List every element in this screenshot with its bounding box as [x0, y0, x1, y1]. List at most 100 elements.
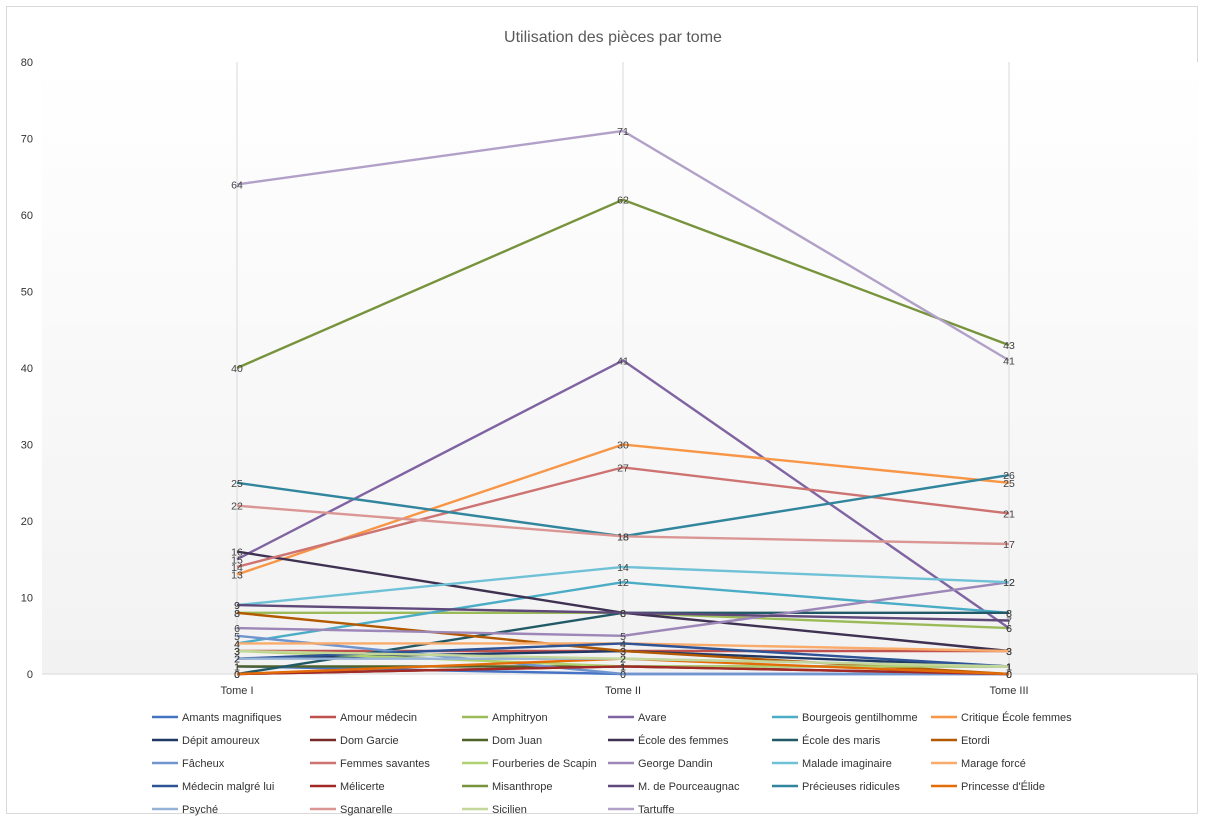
data-label: 3: [620, 646, 626, 658]
legend-item: Sicilien: [462, 804, 527, 816]
data-label: 1: [620, 661, 626, 673]
data-label: 18: [617, 531, 629, 543]
legend-label: Amants magnifiques: [182, 712, 282, 724]
y-tick-label: 70: [21, 134, 33, 146]
data-label: 2: [620, 654, 626, 666]
legend-item: Psyché: [152, 804, 218, 816]
data-label: 8: [620, 608, 626, 620]
series-line: [236, 443, 1010, 576]
legend-label: Sganarelle: [340, 804, 393, 816]
data-label: 4: [234, 638, 240, 650]
legend: Amants magnifiques Amour médecin Amphitryo…: [152, 711, 1072, 816]
data-label: 2: [234, 654, 240, 666]
data-label: 2: [234, 654, 240, 666]
legend-label: Femmes savantes: [340, 758, 430, 770]
legend-label: Avare: [638, 712, 667, 724]
y-tick-label: 80: [21, 57, 33, 69]
data-label: 0: [1006, 669, 1012, 681]
data-label: 25: [1003, 478, 1015, 490]
legend-label: Princesse d'Élide: [961, 780, 1045, 793]
data-label: 21: [1003, 508, 1015, 520]
chart-title: Utilisation des pièces par tome: [504, 29, 722, 46]
data-label: 8: [620, 608, 626, 620]
legend-item: Misanthrope: [462, 781, 553, 793]
data-label: 12: [617, 577, 629, 589]
data-label: 26: [1003, 470, 1015, 482]
y-axis: 0 10 20 30 40 50 60 70 80: [21, 57, 33, 681]
data-label: 1: [620, 661, 626, 673]
legend-label: Fourberies de Scapin: [492, 758, 597, 770]
y-tick-label: 40: [21, 363, 33, 375]
legend-item: Fâcheux: [152, 758, 225, 770]
y-tick-label: 0: [27, 669, 33, 681]
data-label: 43: [1003, 340, 1015, 352]
legend-label: Marage forcé: [961, 758, 1026, 770]
legend-item: Amants magnifiques: [152, 712, 282, 724]
data-label: 0: [620, 669, 626, 681]
legend-item: Avare: [608, 712, 667, 724]
legend-label: Etordi: [961, 735, 990, 747]
data-label: 2: [620, 654, 626, 666]
series-line: [236, 581, 1010, 637]
legend-label: George Dandin: [638, 758, 713, 770]
data-label: 1: [1006, 661, 1012, 673]
legend-item: Marage forcé: [931, 758, 1026, 770]
legend-label: Critique École femmes: [961, 711, 1072, 724]
legend-label: Bourgeois gentilhomme: [802, 712, 918, 724]
legend-label: École des maris: [802, 734, 881, 747]
legend-item: Dépit amoureux: [152, 735, 260, 747]
data-label: 4: [234, 638, 240, 650]
legend-item: Dom Juan: [462, 735, 542, 747]
data-label: 1: [1006, 661, 1012, 673]
plot-area: [42, 62, 1198, 674]
data-label: 0: [234, 669, 240, 681]
legend-label: M. de Pourceaugnac: [638, 781, 740, 793]
data-label: 0: [234, 669, 240, 681]
legend-item: Malade imaginaire: [772, 758, 892, 770]
legend-label: Tartuffe: [638, 804, 675, 816]
legend-item: Amphitryon: [462, 712, 548, 724]
legend-label: Amphitryon: [492, 712, 548, 724]
x-tick-label: Tome III: [989, 685, 1028, 697]
series-line: [236, 665, 1010, 676]
legend-item: Fourberies de Scapin: [462, 758, 597, 770]
series-line: [236, 129, 1010, 362]
data-label: 6: [1006, 623, 1012, 635]
data-label: 0: [234, 669, 240, 681]
legend-item: École des maris: [772, 734, 881, 747]
y-tick-label: 50: [21, 287, 33, 299]
legend-item: George Dandin: [608, 758, 713, 770]
legend-label: Médecin malgré lui: [182, 781, 274, 793]
series-line: [236, 581, 1010, 645]
data-label: 41: [617, 355, 629, 367]
data-label: 3: [1006, 646, 1012, 658]
series-line: [236, 359, 1010, 630]
data-label: 1: [1006, 661, 1012, 673]
data-label: 9: [234, 600, 240, 612]
data-label: 8: [1006, 608, 1012, 620]
data-label: 0: [1006, 669, 1012, 681]
data-label: 3: [1006, 646, 1012, 658]
legend-label: Précieuses ridicules: [802, 781, 900, 793]
data-label: 3: [234, 646, 240, 658]
x-tick-label: Tome II: [605, 685, 641, 697]
data-label: 16: [231, 547, 243, 559]
legend-label: Mélicerte: [340, 781, 385, 793]
y-tick-label: 20: [21, 516, 33, 528]
data-label: 3: [620, 646, 626, 658]
data-label: 1: [620, 661, 626, 673]
data-label: 6: [234, 623, 240, 635]
series-lines: [236, 129, 1010, 676]
data-label: 5: [234, 631, 240, 643]
y-tick-label: 30: [21, 440, 33, 452]
legend-item: Bourgeois gentilhomme: [772, 712, 918, 724]
legend-label: Sicilien: [492, 804, 527, 816]
legend-item: Mélicerte: [310, 781, 385, 793]
data-label: 14: [231, 562, 243, 574]
legend-item: Etordi: [931, 735, 990, 747]
legend-label: Dom Juan: [492, 735, 542, 747]
data-label: 5: [620, 631, 626, 643]
data-label: 22: [231, 501, 243, 513]
legend-item: Princesse d'Élide: [931, 780, 1045, 793]
data-label: 1: [1006, 661, 1012, 673]
